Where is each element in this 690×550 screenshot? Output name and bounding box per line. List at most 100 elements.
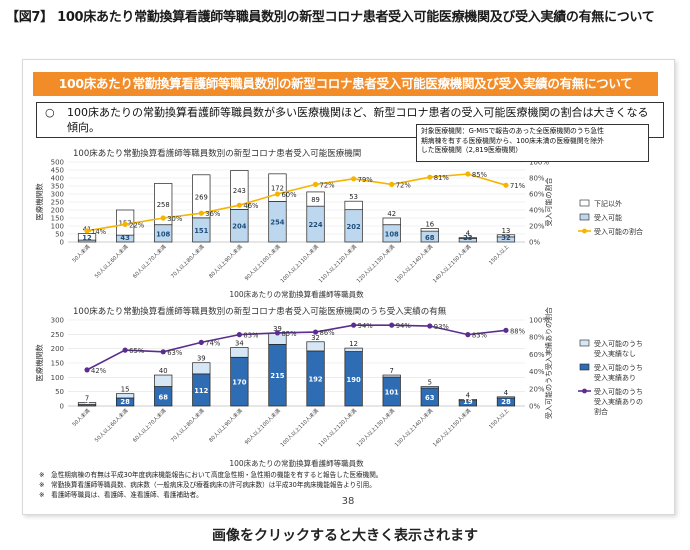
y-tick-label: 150 bbox=[51, 215, 64, 223]
data-label: 68 bbox=[425, 234, 435, 242]
legend-label: 受入実績ありの bbox=[594, 397, 643, 406]
ratio-label: 79% bbox=[358, 176, 374, 184]
x-tick-label: 150人以上 bbox=[487, 243, 511, 267]
x-tick-label: 50人未満 bbox=[70, 243, 91, 264]
data-label: 12 bbox=[349, 340, 358, 348]
y2-tick-label: 100% bbox=[529, 317, 549, 325]
legend-label: 受入実績なし bbox=[594, 349, 636, 358]
x-tick-label: 60人以上70人未満 bbox=[131, 407, 168, 444]
y-axis-title: 医療機関数 bbox=[34, 183, 44, 221]
ratio-label: 72% bbox=[320, 181, 336, 189]
x-tick-label: 120人以上130人未満 bbox=[354, 243, 396, 285]
data-label: 13 bbox=[502, 227, 511, 235]
ratio-label: 71% bbox=[510, 182, 526, 190]
ratio-label: 14% bbox=[91, 228, 107, 236]
legend-label: 受入可能の割合 bbox=[594, 227, 643, 236]
x-tick-label: 70人以上80人未満 bbox=[169, 407, 206, 444]
x-tick-label: 110人以上120人未満 bbox=[316, 243, 358, 285]
legend-label: 受入可能のうち bbox=[594, 339, 643, 348]
x-tick-label: 50人未満 bbox=[70, 407, 91, 428]
x-tick-label: 130人以上140人未満 bbox=[393, 407, 435, 449]
data-label: 42 bbox=[387, 210, 396, 218]
y2-tick-label: 40% bbox=[529, 207, 545, 215]
legend-marker bbox=[582, 388, 587, 394]
bar-segment bbox=[382, 374, 401, 378]
lead-box: ○ 100床あたりの常勤換算看護師等職員数が多い医療機関ほど、新型コロナ患者の受… bbox=[36, 102, 664, 138]
ratio-point bbox=[503, 327, 509, 333]
footnote: ※ 急性期病棟の有無は平成30年度病床機能報告において高度急性期・急性期の機能を… bbox=[39, 471, 383, 479]
figure-slide[interactable]: 100床あたり常勤換算看護師等職員数別の新型コロナ患者受入可能医療機関及び受入実… bbox=[22, 59, 675, 515]
data-label: 172 bbox=[271, 185, 284, 193]
chart-accept-capable: 100床あたり常勤換算看護師等職員数別の新型コロナ患者受入可能医療機関05010… bbox=[34, 148, 643, 299]
ratio-point bbox=[160, 349, 166, 355]
y-tick-label: 200 bbox=[51, 345, 64, 353]
y-tick-label: 100 bbox=[51, 223, 64, 231]
bar-segment bbox=[382, 217, 401, 226]
legend-swatch bbox=[579, 339, 590, 347]
ratio-label: 85% bbox=[472, 171, 488, 179]
data-label: 28 bbox=[120, 398, 130, 406]
ratio-point bbox=[236, 332, 242, 338]
footnotes: ※ 急性期病棟の有無は平成30年度病床機能報告において高度急性期・急性期の機能を… bbox=[39, 470, 669, 500]
legend-label: 割合 bbox=[594, 407, 608, 416]
ratio-label: 72% bbox=[396, 181, 412, 189]
ratio-point bbox=[389, 181, 395, 187]
x-tick-label: 120人以上130人未満 bbox=[354, 407, 396, 449]
bar-segment bbox=[230, 347, 249, 358]
bar-segment bbox=[420, 386, 439, 389]
x-tick-label: 110人以上120人未満 bbox=[316, 407, 358, 449]
enlarge-caption[interactable]: 画像をクリックすると大きく表示されます bbox=[212, 528, 478, 544]
chart-title: 100床あたり常勤換算看護師等職員数別の新型コロナ患者受入可能医療機関 bbox=[73, 148, 361, 159]
ratio-point bbox=[198, 339, 204, 345]
y-tick-label: 300 bbox=[51, 191, 64, 199]
y-tick-label: 400 bbox=[51, 175, 64, 183]
ratio-point bbox=[160, 215, 166, 221]
ratio-label: 36% bbox=[205, 210, 221, 218]
data-label: 15 bbox=[121, 386, 130, 394]
x-tick-label: 140人以上150人未満 bbox=[431, 243, 473, 285]
ratio-label: 94% bbox=[358, 322, 374, 330]
y-tick-label: 0 bbox=[60, 403, 64, 411]
ratio-line bbox=[86, 324, 507, 371]
y-tick-label: 450 bbox=[51, 167, 64, 175]
x-tick-label: 130人以上140人未満 bbox=[393, 243, 435, 285]
legend-label: 受入可能 bbox=[594, 213, 622, 222]
ratio-line bbox=[86, 173, 507, 232]
y-tick-label: 50 bbox=[55, 231, 64, 239]
y-tick-label: 0 bbox=[60, 239, 64, 247]
ratio-point bbox=[84, 367, 90, 373]
y-tick-label: 350 bbox=[51, 183, 64, 191]
data-label: 254 bbox=[270, 219, 284, 227]
data-label: 243 bbox=[233, 187, 246, 195]
ratio-point bbox=[389, 322, 395, 328]
y2-tick-label: 100% bbox=[529, 159, 549, 167]
ratio-label: 65% bbox=[129, 347, 145, 355]
ratio-point bbox=[312, 329, 319, 335]
y-tick-label: 150 bbox=[51, 360, 64, 368]
legend-label: 受入可能のうち bbox=[594, 387, 643, 396]
legend-label: 受入実績あり bbox=[594, 373, 636, 382]
x-tick-label: 80人以上90人未満 bbox=[207, 407, 244, 444]
legend-swatch bbox=[579, 363, 590, 371]
page-number: 38 bbox=[341, 496, 355, 507]
x-axis-title: 100床あたりの常勤換算看護師等職員数 bbox=[229, 289, 364, 299]
data-label: 16 bbox=[425, 221, 434, 229]
data-label: 39 bbox=[197, 355, 206, 363]
data-label: 269 bbox=[195, 193, 208, 201]
data-label: 5 bbox=[428, 379, 432, 387]
ratio-label: 83% bbox=[472, 332, 488, 340]
legend-swatch bbox=[579, 199, 590, 207]
x-tick-label: 100人以上110人未満 bbox=[278, 407, 320, 449]
legend-label: 下記以外 bbox=[594, 199, 622, 208]
ratio-label: 42% bbox=[91, 367, 107, 375]
ratio-label: 63% bbox=[167, 349, 183, 357]
ratio-label: 46% bbox=[243, 202, 259, 210]
data-label: 32 bbox=[311, 334, 320, 342]
ratio-point bbox=[312, 181, 319, 187]
y2-tick-label: 20% bbox=[529, 385, 545, 393]
footnote: ※ 常勤換算看護師等職員数、病床数（一般病床及び療養病床の許可病床数）は平成30… bbox=[39, 481, 376, 489]
data-label: 32 bbox=[501, 234, 511, 242]
data-label: 7 bbox=[85, 395, 89, 403]
y-tick-label: 300 bbox=[51, 317, 64, 325]
ratio-label: 30% bbox=[167, 215, 183, 223]
